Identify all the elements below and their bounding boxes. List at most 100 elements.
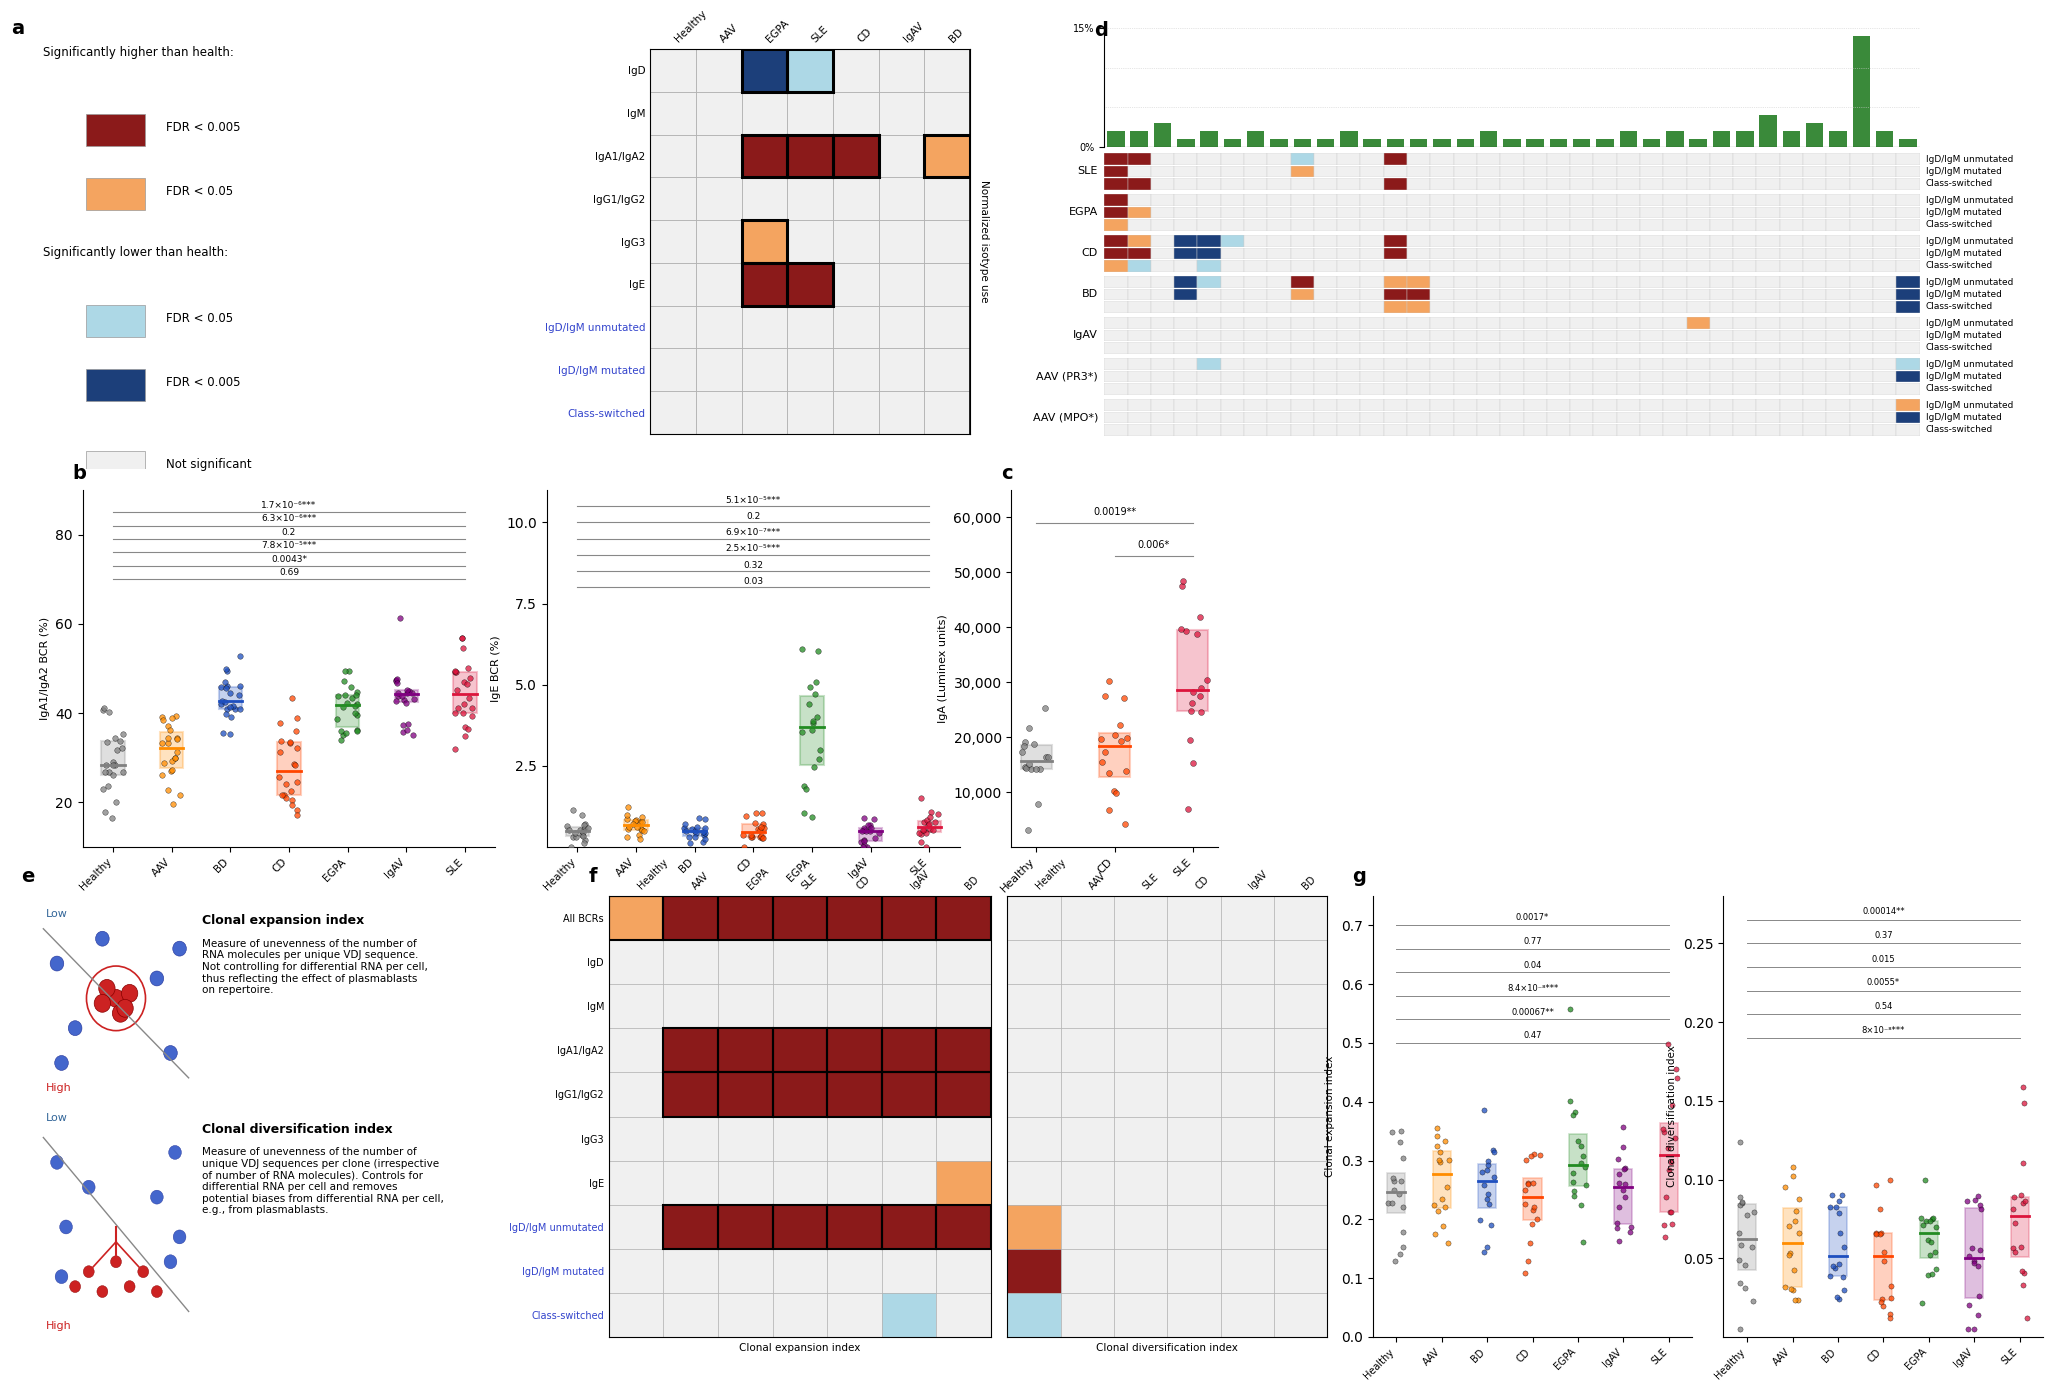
Point: [446, 627, 479, 650]
Bar: [1007, 1249, 1061, 1294]
Point: [1825, 1184, 1858, 1207]
Bar: [1571, 288, 1593, 301]
Bar: [1104, 218, 1127, 231]
Bar: [1734, 318, 1756, 329]
Point: [1651, 1033, 1684, 1056]
Point: [1418, 1193, 1451, 1215]
Bar: [1686, 301, 1709, 312]
Point: [93, 762, 126, 784]
Bar: [1245, 371, 1267, 382]
Bar: [1571, 318, 1593, 329]
Bar: [1408, 384, 1430, 395]
Bar: [1756, 178, 1779, 190]
Bar: [1453, 342, 1478, 354]
Bar: [1641, 342, 1664, 354]
Bar: [1686, 235, 1709, 248]
Point: [1608, 1186, 1641, 1208]
Bar: [772, 1204, 828, 1249]
Bar: [1430, 288, 1453, 301]
Bar: [696, 220, 741, 263]
Bar: [1245, 424, 1267, 435]
Bar: [1383, 165, 1408, 178]
Text: Not significant: Not significant: [167, 458, 252, 470]
Bar: [1641, 178, 1664, 190]
Bar: [772, 1028, 828, 1072]
Text: IgD/IgM mutated: IgD/IgM mutated: [1926, 167, 2002, 176]
Point: [1024, 757, 1057, 780]
Point: [1777, 1259, 1810, 1281]
Bar: [1546, 371, 1571, 382]
Bar: [1267, 248, 1290, 259]
Bar: [1174, 260, 1197, 272]
Point: [1874, 1308, 1907, 1330]
Point: [914, 818, 947, 840]
Point: [743, 816, 776, 839]
Bar: [1383, 342, 1408, 354]
Bar: [1408, 235, 1430, 248]
Bar: [1641, 260, 1664, 272]
Bar: [1804, 330, 1827, 342]
Point: [1827, 1280, 1860, 1302]
Bar: [1571, 154, 1593, 165]
Point: [617, 813, 650, 836]
Bar: [1337, 154, 1360, 165]
Bar: [1643, 139, 1659, 147]
Point: [1614, 1215, 1647, 1238]
Bar: [1453, 301, 1478, 312]
Bar: [609, 1249, 663, 1294]
Point: [1963, 1284, 1996, 1306]
Bar: [1872, 399, 1897, 412]
Circle shape: [111, 1004, 128, 1022]
Bar: [881, 1117, 937, 1161]
Point: [341, 704, 374, 727]
Point: [908, 822, 941, 844]
Bar: [1197, 260, 1220, 272]
Bar: [1546, 318, 1571, 329]
Bar: [834, 305, 879, 349]
Point: [568, 825, 601, 847]
Bar: [1315, 358, 1337, 370]
Bar: [1220, 371, 1245, 382]
Bar: [1709, 424, 1734, 435]
Point: [1783, 1222, 1816, 1245]
Bar: [1827, 330, 1849, 342]
Text: IgD/IgM mutated: IgD/IgM mutated: [1926, 372, 2002, 381]
Bar: [1104, 424, 1127, 435]
Bar: [1127, 218, 1152, 231]
Bar: [881, 1072, 937, 1117]
Point: [1426, 1189, 1459, 1211]
Bar: [1897, 330, 1920, 342]
Bar: [1872, 424, 1897, 435]
Bar: [1408, 288, 1430, 301]
Bar: [1220, 288, 1245, 301]
Point: [854, 813, 888, 836]
Bar: [1430, 260, 1453, 272]
Bar: [1876, 132, 1893, 147]
Bar: [650, 349, 696, 391]
Bar: [1546, 178, 1571, 190]
Point: [1092, 798, 1125, 820]
Bar: [1152, 330, 1174, 342]
Bar: [1779, 358, 1804, 370]
Bar: [1360, 218, 1383, 231]
Point: [1779, 1289, 1812, 1312]
Point: [208, 671, 241, 693]
Bar: [1290, 342, 1315, 354]
Bar: [1337, 412, 1360, 423]
Bar: [828, 941, 881, 984]
Bar: [663, 1117, 718, 1161]
Circle shape: [163, 1046, 178, 1060]
Bar: [1152, 276, 1174, 288]
Bar: [1501, 412, 1523, 423]
Bar: [1152, 260, 1174, 272]
Point: [1659, 1058, 1692, 1081]
Point: [99, 753, 132, 776]
Point: [390, 682, 423, 704]
Bar: [772, 941, 828, 984]
Point: [223, 685, 256, 707]
Bar: [1337, 330, 1360, 342]
Point: [2008, 1190, 2041, 1212]
Point: [448, 693, 481, 715]
Bar: [650, 178, 696, 220]
Bar: [1453, 178, 1478, 190]
